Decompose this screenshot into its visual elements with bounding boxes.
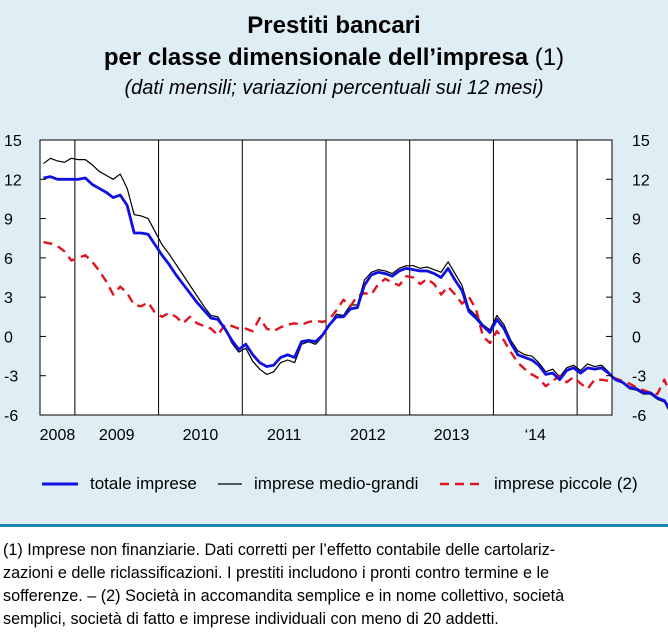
chart-plot: 15 15 12 12 9 9 6 6 3 3 0 0 -3 -3 -6 -6 2008 2009 2010 2011… xyxy=(4,133,668,444)
plot-frame xyxy=(39,139,613,416)
series-line-totale xyxy=(43,175,668,409)
series-line-medio-grandi xyxy=(43,157,668,411)
y-tick-label-right: 3 xyxy=(632,290,641,307)
x-tick-label: 2011 xyxy=(267,427,302,444)
x-tick-label: 2012 xyxy=(350,427,386,444)
y-tick-label-right: 6 xyxy=(632,251,641,268)
legend-swatch-piccole xyxy=(440,482,482,486)
legend-label-totale: totale imprese xyxy=(90,474,197,493)
y-tick-label-left: -3 xyxy=(4,369,18,386)
y-tick-label-left: 9 xyxy=(4,212,13,229)
accent-rule xyxy=(0,524,668,527)
y-tick-label-right: -3 xyxy=(632,369,646,386)
chart-title-text-1: Prestiti bancari xyxy=(247,12,421,39)
y-tick-label-left: 3 xyxy=(4,290,13,307)
legend-label-medio-grandi: imprese medio-grandi xyxy=(254,474,419,493)
series-layer xyxy=(43,157,668,411)
footnote-line-4: semplici, società di fatto e imprese ind… xyxy=(3,610,499,628)
chart-title-line-1: Prestiti bancari xyxy=(0,12,668,40)
footnote-line-3: sofferenze. – (2) Società in accomandita… xyxy=(3,587,565,605)
y-tick-label-left: 15 xyxy=(4,133,22,150)
x-tick-label: 2009 xyxy=(99,427,135,444)
chart-title-text-2: per classe dimensionale dell’impresa xyxy=(103,44,529,71)
footnote-line-1: (1) Imprese non finanziarie. Dati corret… xyxy=(3,541,556,559)
chart-panel: Prestiti bancari per classe dimensionale… xyxy=(0,0,668,526)
chart-title-note-ref: (1) xyxy=(534,44,565,71)
y-tick-label-right: 12 xyxy=(632,172,650,189)
y-tick-label-right: 15 xyxy=(632,133,650,150)
legend-swatch-medio-grandi xyxy=(218,483,242,485)
x-tick-label: 2010 xyxy=(183,427,219,444)
y-tick-label-left: 6 xyxy=(4,251,13,268)
y-tick-label-left: 0 xyxy=(4,329,13,346)
chart-legend: totale imprese imprese medio-grandi impr… xyxy=(0,470,668,498)
legend-item-piccole: imprese piccole (2) xyxy=(440,470,638,498)
chart-title-line-2: per classe dimensionale dell’impresa (1) xyxy=(0,44,668,72)
footnote: (1) Imprese non finanziarie. Dati corret… xyxy=(3,539,665,631)
legend-item-totale: totale imprese xyxy=(42,470,197,498)
y-tick-label-right: -6 xyxy=(632,408,646,425)
x-tick-label: 2008 xyxy=(40,427,76,444)
footnote-line-2: zazioni e delle riclassificazioni. I pre… xyxy=(3,564,550,582)
legend-item-medio-grandi: imprese medio-grandi xyxy=(218,470,418,498)
y-tick-label-left: 12 xyxy=(4,172,22,189)
y-tick-label-right: 9 xyxy=(632,212,641,229)
legend-label-piccole: imprese piccole (2) xyxy=(494,474,638,493)
x-tick-label: 2013 xyxy=(434,427,470,444)
y-tick-label-right: 0 xyxy=(632,329,641,346)
x-tick-label: ‘14 xyxy=(525,427,546,444)
y-tick-label-left: -6 xyxy=(4,408,18,425)
legend-swatch-totale xyxy=(42,482,78,486)
chart-subtitle: (dati mensili; variazioni percentuali su… xyxy=(124,77,544,99)
